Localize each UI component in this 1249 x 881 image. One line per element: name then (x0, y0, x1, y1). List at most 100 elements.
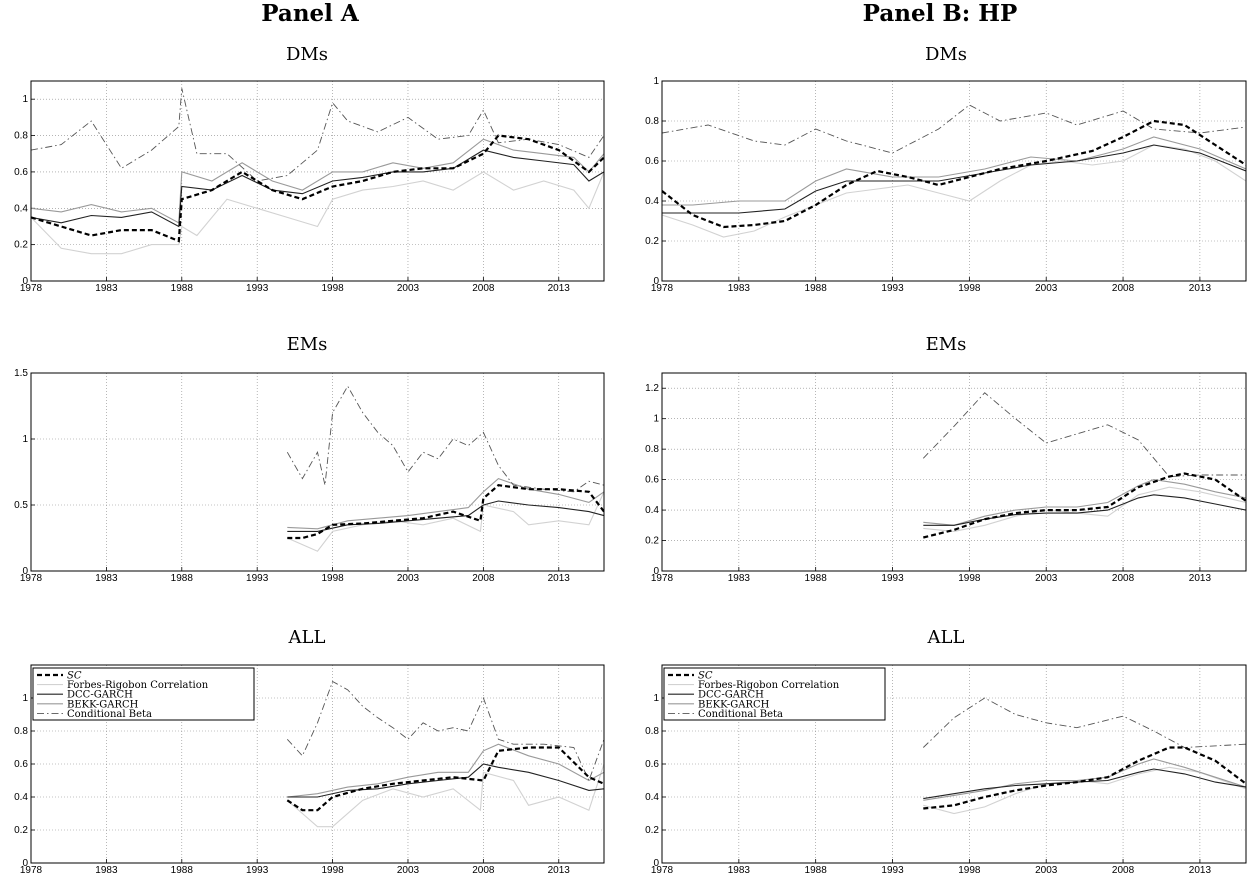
x-tick-label: 1993 (246, 283, 269, 294)
x-tick-label: 2008 (472, 865, 495, 876)
series-line-bekk-garch (923, 479, 1246, 526)
x-tick-label: 2003 (397, 283, 420, 294)
legend-label: SC (67, 671, 82, 682)
series-line-conditional-beta (286, 385, 604, 493)
x-tick-label: 1993 (246, 573, 269, 584)
series-line-sc (286, 746, 604, 812)
y-tick-label: 0 (22, 858, 28, 869)
y-tick-label: 1.2 (645, 383, 659, 394)
x-tick-label: 1983 (728, 865, 751, 876)
plot-frame (661, 80, 1247, 282)
chart-title: DMs (286, 44, 328, 65)
x-tick-label: 2008 (472, 573, 495, 584)
y-tick-label: 0 (653, 276, 659, 287)
x-tick-label: 1983 (95, 573, 118, 584)
x-tick-label: 2008 (472, 283, 495, 294)
chart-title: EMs (287, 334, 328, 355)
x-tick-label: 1993 (881, 283, 904, 294)
x-tick-label: 1978 (20, 573, 43, 584)
x-tick-label: 1988 (805, 573, 828, 584)
series-line-conditional-beta (662, 104, 1246, 154)
x-tick-label: 2003 (1035, 573, 1058, 584)
chart-1: DMs 1978 1983 1988 1993 1998 2003 2008 2013 0 0.2 0… (14, 44, 605, 294)
x-tick-label: 1998 (321, 283, 344, 294)
x-tick-label: 2013 (1189, 573, 1212, 584)
series-line-sc (31, 134, 604, 243)
x-tick-label: 2008 (1112, 573, 1135, 584)
x-tick-label: 1978 (651, 573, 674, 584)
series-line-conditional-beta (922, 697, 1246, 748)
x-tick-label: 2013 (548, 283, 571, 294)
chart-title: ALL (288, 627, 326, 648)
series-line-dcc-garch (31, 149, 604, 228)
y-tick-label: 0.6 (14, 167, 28, 178)
x-tick-label: 1983 (95, 865, 118, 876)
series-line-conditional-beta (922, 392, 1246, 478)
y-tick-label: 0.4 (14, 203, 28, 214)
x-tick-label: 2003 (1035, 865, 1058, 876)
x-tick-label: 1988 (171, 865, 194, 876)
x-tick-label: 2013 (548, 865, 571, 876)
chart-3: EMs 1978 1983 1988 1993 1998 2003 2008 2013 0 0.5 1… (14, 334, 605, 584)
y-tick-label: 1 (653, 693, 659, 704)
x-tick-label: 1978 (651, 865, 674, 876)
series-line-bekk-garch (923, 758, 1246, 801)
x-tick-label: 2013 (548, 573, 571, 584)
panel-b-title: Panel B: HP (862, 0, 1018, 27)
x-tick-label: 1993 (881, 865, 904, 876)
x-tick-label: 1998 (321, 865, 344, 876)
y-tick-label: 0 (22, 276, 28, 287)
legend-label: Forbes-Rigobon Correlation (67, 680, 209, 691)
y-tick-label: 1 (22, 434, 28, 445)
chart-title: EMs (926, 334, 967, 355)
x-tick-label: 1978 (20, 283, 43, 294)
x-tick-label: 1998 (958, 865, 981, 876)
y-tick-label: 0.8 (645, 444, 659, 455)
x-tick-label: 1993 (246, 865, 269, 876)
y-tick-label: 0.4 (645, 505, 659, 516)
y-tick-label: 0.2 (645, 825, 659, 836)
legend-label: SC (698, 671, 713, 682)
x-tick-label: 2003 (397, 573, 420, 584)
legend-label: Conditional Beta (67, 709, 152, 720)
series-line-forbes-rigobon-correlation (662, 144, 1246, 238)
y-tick-label: 0 (22, 566, 28, 577)
y-tick-label: 0.8 (14, 726, 28, 737)
chart-title: ALL (927, 627, 965, 648)
plot-frame (661, 664, 1247, 864)
legend-label: Forbes-Rigobon Correlation (698, 680, 840, 691)
series-line-bekk-garch (287, 743, 604, 798)
x-tick-label: 1988 (171, 283, 194, 294)
y-tick-label: 0.5 (14, 500, 28, 511)
legend-label: DCC-GARCH (67, 690, 133, 701)
x-tick-label: 2003 (397, 865, 420, 876)
y-tick-label: 1.5 (14, 368, 28, 379)
x-tick-label: 2008 (1112, 865, 1135, 876)
y-tick-label: 0.4 (645, 792, 659, 803)
x-tick-label: 1978 (20, 865, 43, 876)
series-line-dcc-garch (662, 144, 1246, 214)
x-tick-label: 1998 (958, 283, 981, 294)
chart-6: ALL 1978 1983 1988 1993 1998 2003 2008 2013 0 0.2 0… (645, 627, 1247, 876)
y-tick-label: 0.6 (645, 475, 659, 486)
x-tick-label: 2008 (1112, 283, 1135, 294)
y-tick-label: 0.2 (14, 825, 28, 836)
y-tick-label: 0.4 (645, 196, 659, 207)
legend-label: DCC-GARCH (698, 690, 764, 701)
y-tick-label: 0.4 (14, 792, 28, 803)
series-line-sc (923, 472, 1246, 539)
y-tick-label: 0.8 (14, 131, 28, 142)
series-line-dcc-garch (923, 768, 1246, 800)
series-line-sc (923, 746, 1246, 810)
legend-box (663, 667, 886, 721)
series-line-bekk-garch (662, 136, 1246, 206)
series-line-forbes-rigobon-correlation (287, 491, 604, 552)
x-tick-label: 1983 (728, 283, 751, 294)
plot-frame (30, 80, 605, 282)
series-line-forbes-rigobon-correlation (31, 171, 604, 255)
series-line-conditional-beta (31, 88, 604, 182)
chart-5: ALL 1978 1983 1988 1993 1998 2003 2008 2013 0 0.2 0… (14, 627, 605, 876)
